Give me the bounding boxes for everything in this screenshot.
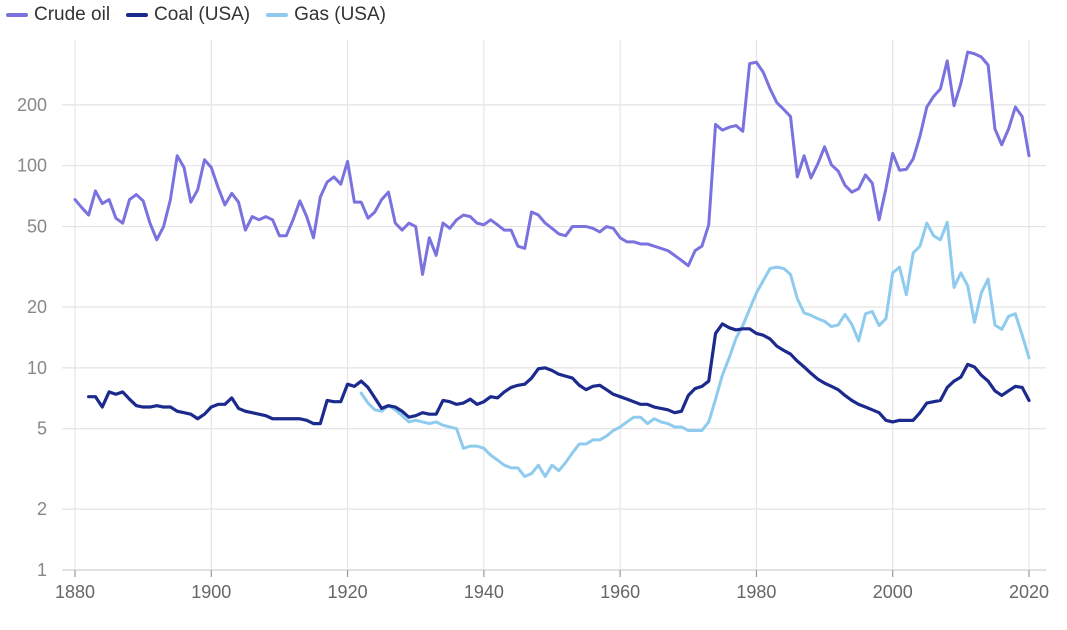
y-tick-label-200: 200 [17, 95, 47, 115]
x-tick-label-1980: 1980 [736, 582, 776, 602]
series-line-gas-usa [359, 220, 1031, 479]
series-line-crude-oil [73, 50, 1031, 276]
legend-item-gas-usa[interactable]: Gas (USA) [266, 4, 386, 26]
x-tick-label-1920: 1920 [328, 582, 368, 602]
legend-swatch-coal-usa [126, 13, 149, 17]
legend-label-gas-usa: Gas (USA) [294, 4, 386, 25]
legend-item-crude-oil[interactable]: Crude oil [6, 4, 110, 26]
y-tick-label-5: 5 [37, 419, 47, 439]
y-tick-label-1: 1 [37, 560, 47, 580]
y-tick-label-50: 50 [27, 217, 47, 237]
y-tick-label-10: 10 [27, 358, 47, 378]
series-line-coal-usa [87, 322, 1031, 426]
x-tick-label-1900: 1900 [191, 582, 231, 602]
x-tick-label-1940: 1940 [464, 582, 504, 602]
legend-label-coal-usa: Coal (USA) [154, 4, 251, 25]
legend-swatch-crude-oil [6, 13, 28, 17]
legend-item-coal-usa[interactable]: Coal (USA) [126, 4, 250, 26]
x-tick-label-2020: 2020 [1009, 582, 1049, 602]
y-tick-label-2: 2 [37, 499, 47, 519]
legend-label-crude-oil: Crude oil [34, 4, 111, 25]
x-tick-label-1880: 1880 [55, 582, 95, 602]
legend: Crude oil Coal (USA) Gas (USA) [6, 2, 386, 28]
legend-swatch-gas-usa [266, 13, 289, 17]
y-tick-label-100: 100 [17, 156, 47, 176]
x-tick-label-2000: 2000 [873, 582, 913, 602]
x-tick-label-1960: 1960 [600, 582, 640, 602]
y-tick-label-20: 20 [27, 297, 47, 317]
